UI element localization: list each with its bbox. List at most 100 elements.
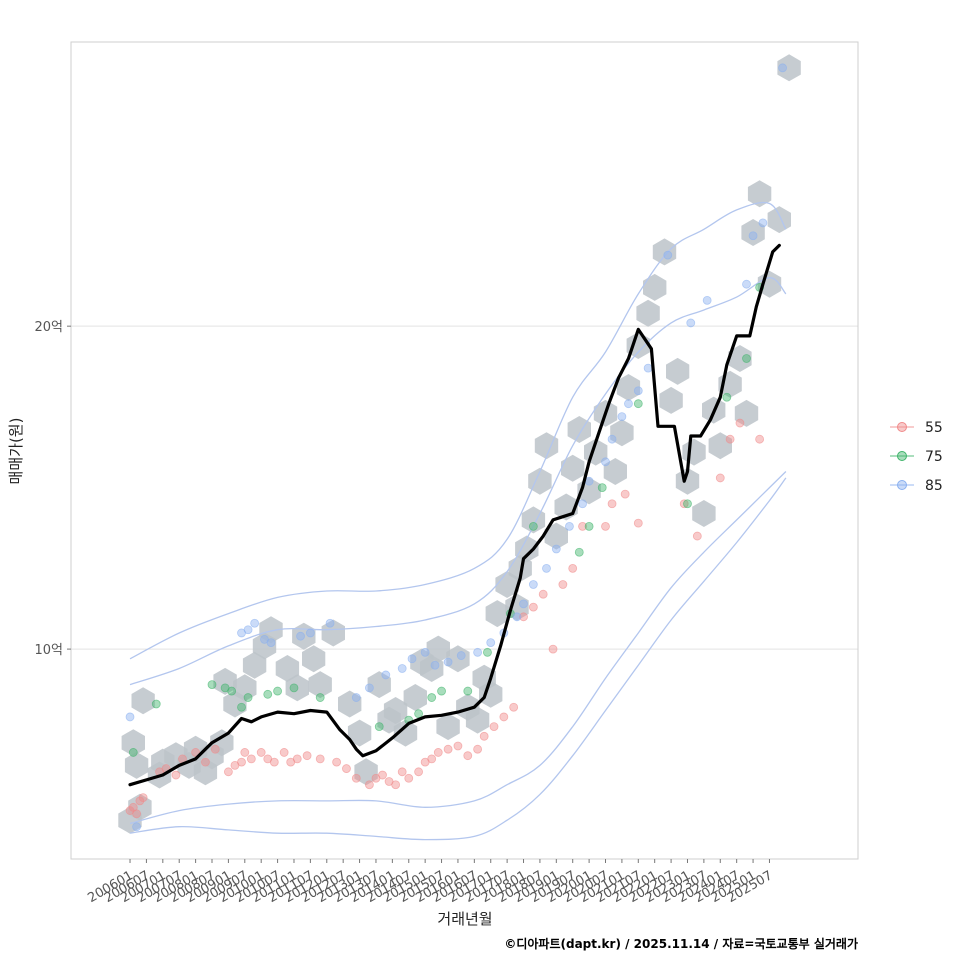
hex-bin-50 xyxy=(544,522,568,550)
point-55-38 xyxy=(433,748,443,757)
hex-bin-39 xyxy=(465,706,490,734)
point-55-40 xyxy=(453,741,463,751)
point-55-35 xyxy=(414,767,423,777)
point-55-62 xyxy=(735,418,745,428)
point-75-9 xyxy=(289,683,299,693)
point-55-33 xyxy=(397,767,407,777)
point-85-36 xyxy=(663,250,673,260)
hex-bin-23 xyxy=(308,671,332,699)
point-55-9 xyxy=(191,748,201,757)
point-85-37 xyxy=(686,318,696,328)
y-axis-ticks: 10억 20억 xyxy=(34,320,71,658)
point-85-3 xyxy=(243,625,253,635)
point-75-6 xyxy=(243,693,253,702)
point-85-8 xyxy=(305,628,315,638)
contour-line-3 xyxy=(129,477,787,841)
point-85-15 xyxy=(420,647,430,657)
hex-bin-68 xyxy=(692,500,716,527)
point-55-24 xyxy=(315,754,325,764)
point-55-15 xyxy=(240,748,250,757)
point-75-14 xyxy=(427,693,437,702)
point-85-34 xyxy=(633,386,643,396)
hex-bin-41 xyxy=(479,680,503,708)
point-85-24 xyxy=(528,580,538,589)
point-55-59 xyxy=(692,531,702,541)
point-85-17 xyxy=(443,657,453,667)
point-85-41 xyxy=(758,218,768,228)
point-75-1 xyxy=(151,699,161,709)
point-85-40 xyxy=(748,231,758,241)
hex-bin-26 xyxy=(347,719,372,747)
point-75-13 xyxy=(414,709,423,719)
point-55-14 xyxy=(237,757,246,767)
point-85-38 xyxy=(702,295,712,305)
point-55-43 xyxy=(479,731,489,741)
point-85-0 xyxy=(125,712,135,722)
hex-bin-13 xyxy=(213,667,237,695)
point-55-49 xyxy=(538,589,548,599)
point-75-22 xyxy=(597,483,607,493)
point-85-19 xyxy=(473,647,483,657)
point-85-13 xyxy=(397,664,407,673)
point-85-1 xyxy=(132,822,141,832)
point-85-33 xyxy=(624,399,633,409)
hex-bin-75 xyxy=(747,180,772,208)
hex-bin-53 xyxy=(567,416,591,443)
point-85-27 xyxy=(565,521,574,531)
hex-bin-32 xyxy=(403,684,427,711)
hex-bin-61 xyxy=(636,299,660,327)
hex-bin-73 xyxy=(734,399,759,427)
point-85-16 xyxy=(430,660,440,670)
hex-bin-74 xyxy=(741,219,765,246)
y-tick-label-1: 20억 xyxy=(34,320,63,335)
point-55-58 xyxy=(679,499,689,509)
point-55-10 xyxy=(201,757,210,767)
point-75-26 xyxy=(742,354,751,363)
hex-bin-57 xyxy=(603,458,627,485)
point-55-4 xyxy=(138,793,148,803)
point-85-23 xyxy=(519,599,528,609)
point-55-28 xyxy=(365,780,374,790)
point-55-42 xyxy=(473,744,483,754)
point-55-25 xyxy=(332,757,342,767)
point-55-30 xyxy=(378,770,387,780)
hex-bin-22 xyxy=(302,645,326,673)
point-75-15 xyxy=(437,686,446,696)
point-75-8 xyxy=(273,686,282,696)
point-55-34 xyxy=(404,773,414,783)
point-55-46 xyxy=(509,702,519,712)
point-55-22 xyxy=(292,754,302,764)
point-75-17 xyxy=(483,647,492,657)
point-75-2 xyxy=(207,680,217,690)
hex-bin-46 xyxy=(515,535,539,563)
point-75-10 xyxy=(315,693,325,702)
point-85-9 xyxy=(325,618,335,628)
hex-bin-62 xyxy=(643,273,667,301)
point-75-4 xyxy=(227,686,237,696)
hex-bin-4 xyxy=(131,687,155,715)
point-55-19 xyxy=(269,757,279,767)
point-85-30 xyxy=(601,457,610,467)
point-55-47 xyxy=(519,612,528,622)
point-55-23 xyxy=(302,751,312,761)
point-85-10 xyxy=(351,693,361,702)
point-55-26 xyxy=(342,764,351,773)
legend-label-85: 85 xyxy=(925,478,943,494)
hexbin-layer xyxy=(118,54,801,834)
point-55-51 xyxy=(558,580,568,589)
point-55-12 xyxy=(223,767,233,777)
point-85-32 xyxy=(617,412,627,421)
point-75-23 xyxy=(633,399,643,409)
hex-bin-30 xyxy=(383,697,408,724)
point-55-57 xyxy=(633,518,643,528)
trend-line xyxy=(128,243,781,787)
legend: 55 75 85 xyxy=(890,420,943,494)
point-55-27 xyxy=(351,773,361,783)
hex-bin-31 xyxy=(393,719,418,747)
point-55-41 xyxy=(463,751,473,761)
point-85-26 xyxy=(551,544,561,554)
y-axis-title: 매매가(원) xyxy=(7,418,25,485)
point-55-45 xyxy=(499,712,509,722)
hex-bin-72 xyxy=(728,345,752,372)
point-85-28 xyxy=(578,499,587,509)
